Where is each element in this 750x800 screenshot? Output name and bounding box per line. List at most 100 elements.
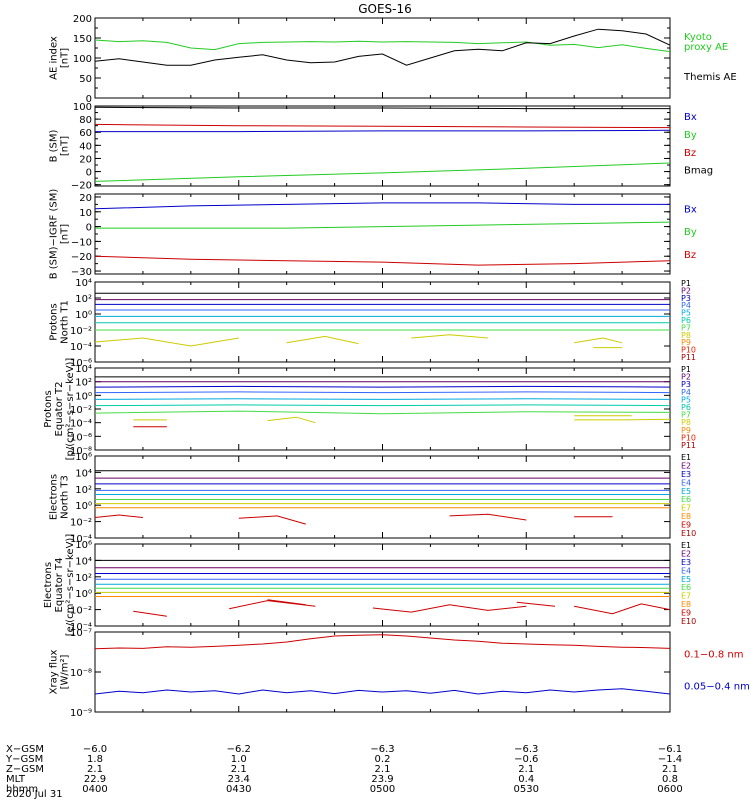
series-line-2 — [95, 688, 670, 695]
segment-line-4 — [372, 604, 527, 613]
series-group — [95, 559, 670, 617]
y-tick-label: −10 — [71, 237, 92, 248]
legend-entry: E5 — [681, 487, 691, 496]
series-group — [95, 634, 670, 695]
legend-entry: Bx — [684, 112, 697, 123]
legend-entry: E5 — [681, 575, 691, 584]
y-tick-label: 10⁻⁴ — [70, 534, 92, 545]
tick-value-hhmm: 0430 — [226, 784, 251, 795]
legend-entry: E10 — [681, 529, 696, 538]
series-line-1 — [95, 202, 670, 210]
legend-entry: P9 — [681, 426, 691, 435]
tick-value-xgsm: −6.2 — [227, 744, 251, 755]
legend-entry: E6 — [681, 583, 691, 592]
tick-value-zgsm: 2.1 — [662, 764, 678, 775]
y-axis-label: [W/m²] — [60, 654, 71, 689]
y-tick-label: 10⁶ — [75, 452, 92, 463]
legend-entry: E9 — [681, 609, 691, 618]
y-tick-label: −30 — [71, 267, 92, 278]
legend-entry: proxy AE — [684, 42, 728, 53]
series-line-3 — [95, 123, 670, 129]
row-label: Y−GSM — [5, 754, 43, 765]
panel-7: 10⁻⁴ 10⁻² 10⁰ 10² 10⁴ 10⁶ Electrons Equator T4[… — [43, 534, 696, 637]
y-tick-label: 10² — [75, 485, 92, 496]
y-axis-label: North T3 — [60, 475, 71, 519]
y-tick-label: 10⁻⁷ — [70, 628, 92, 639]
row-label: Z−GSM — [6, 764, 44, 775]
y-tick-label: 40 — [79, 141, 92, 152]
tick-value-ygsm: 1.8 — [87, 754, 103, 765]
y-axis-label: Protons — [49, 303, 60, 340]
legend-entry: P7 — [681, 411, 691, 420]
series-line-6 — [95, 404, 670, 407]
legend-entry: P2 — [681, 286, 691, 295]
tick-value-xgsm: −6.3 — [370, 744, 394, 755]
legend-entry: E9 — [681, 521, 691, 530]
panel-5: 10⁻⁸ 10⁻⁶ 10⁻⁴ 10⁻² 10⁰ 10² 10⁴ Protons Equator … — [43, 358, 696, 461]
series-group — [95, 202, 670, 266]
legend-entry: E8 — [681, 600, 691, 609]
legend-entry: P11 — [681, 353, 696, 362]
y-tick-label: 10⁻² — [70, 518, 92, 529]
tick-value-hhmm: 0600 — [657, 784, 682, 795]
y-tick-label: 50 — [79, 74, 92, 85]
series-group — [95, 470, 670, 525]
y-axis-label: AE index — [49, 36, 60, 80]
series-line-2 — [95, 221, 670, 229]
legend-entry: P3 — [681, 294, 691, 303]
series-line-2 — [95, 162, 670, 182]
legend-entry: E6 — [681, 495, 691, 504]
panel-frame — [94, 367, 671, 451]
y-tick-label: 10⁻² — [70, 326, 92, 337]
legend-entry: Bx — [684, 204, 697, 215]
y-tick-label: 150 — [73, 34, 92, 45]
legend-entry: P8 — [681, 418, 691, 427]
legend-entry: P3 — [681, 380, 691, 389]
legend-entry: Bz — [684, 250, 696, 261]
y-tick-label: 0 — [86, 168, 92, 179]
legend-entry: P10 — [681, 346, 696, 355]
y-tick-label: 10⁴ — [75, 556, 92, 567]
legend-entry: E2 — [681, 549, 691, 558]
segment-line-3 — [574, 418, 670, 421]
legend-entry: E3 — [681, 470, 691, 479]
tick-value-zgsm: 2.1 — [87, 764, 103, 775]
legend-entry: P9 — [681, 338, 691, 347]
series-line-3 — [95, 385, 670, 388]
legend-entry: P5 — [681, 309, 691, 318]
y-tick-label: 10⁴ — [75, 364, 92, 375]
y-tick-label: −20 — [71, 181, 92, 192]
legend-entry: P4 — [681, 388, 691, 397]
panel-frame — [94, 17, 671, 99]
y-tick-label: 10⁰ — [75, 391, 92, 402]
y-tick-label: 10⁰ — [75, 589, 92, 600]
y-tick-label: 10⁴ — [75, 278, 92, 289]
legend-entry: E2 — [681, 461, 691, 470]
y-tick-label: 10² — [75, 294, 92, 305]
legend-entry: E8 — [681, 512, 691, 521]
y-tick-label: 10⁻⁶ — [70, 432, 92, 443]
tick-value-ygsm: −0.6 — [514, 754, 538, 765]
y-tick-label: 60 — [79, 128, 92, 139]
y-axis-label: B (SM) — [49, 129, 60, 162]
tick-value-mlt: 23.9 — [371, 774, 393, 785]
legend-entry: E7 — [681, 504, 691, 513]
series-line-7 — [95, 410, 670, 415]
panel-frame — [94, 543, 671, 627]
segment-line-3 — [411, 334, 488, 339]
y-tick-label: 100 — [73, 54, 92, 65]
row-label: hhmm — [6, 784, 38, 795]
y-tick-label: 10⁴ — [75, 468, 92, 479]
y-axis-label: B (SM)−IGRF (SM) — [49, 189, 60, 280]
legend-entry: P1 — [681, 365, 691, 374]
segment-line-3 — [449, 513, 527, 521]
legend-entry: P11 — [681, 441, 696, 450]
y-axis-label: [nT] — [60, 224, 71, 244]
tick-value-zgsm: 2.1 — [231, 764, 247, 775]
tick-value-mlt: 22.9 — [84, 774, 106, 785]
y-tick-label: 10² — [75, 378, 92, 389]
tick-value-xgsm: −6.3 — [514, 744, 538, 755]
segment-line-4 — [574, 337, 623, 344]
legend-entry: P8 — [681, 331, 691, 340]
